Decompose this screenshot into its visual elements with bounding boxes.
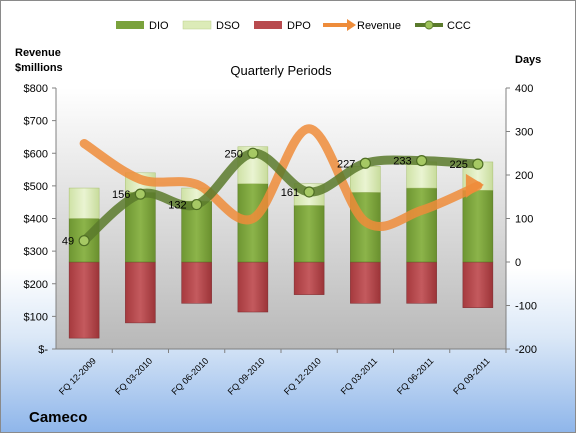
dio-bar — [406, 187, 437, 263]
ccc-data-label: 225 — [450, 159, 468, 171]
x-tick-label: FQ 09-2011 — [451, 356, 492, 397]
right-tick-label: -100 — [515, 301, 537, 313]
left-tick-label: $100 — [24, 311, 48, 323]
legend-dso-swatch — [182, 20, 212, 30]
left-axis-title-line1: Revenue — [15, 47, 61, 59]
x-tick-label: FQ 03-2011 — [339, 356, 380, 397]
ccc-marker — [191, 198, 203, 211]
legend-dio-swatch — [116, 21, 144, 29]
left-tick-label: $700 — [24, 116, 48, 128]
chart-title: Quarterly Periods — [230, 63, 332, 78]
right-tick-label: 300 — [515, 127, 533, 139]
legend-ccc-label: CCC — [447, 20, 471, 32]
right-tick-label: 200 — [515, 170, 533, 182]
ccc-marker — [78, 235, 90, 247]
ccc-data-label: 161 — [281, 187, 299, 199]
dpo-bar — [125, 261, 156, 324]
legend-dso-label: DSO — [216, 20, 240, 32]
dio-bar — [293, 205, 325, 263]
ccc-marker — [472, 158, 484, 170]
dio-bar — [181, 200, 212, 263]
dpo-bar — [462, 261, 494, 308]
ccc-marker — [134, 188, 146, 200]
legend-dio-label: DIO — [149, 20, 169, 32]
legend-dpo-label: DPO — [287, 20, 311, 32]
lines — [78, 124, 484, 247]
legend-ccc-marker — [424, 20, 434, 30]
left-tick-label: $400 — [24, 214, 48, 226]
right-tick-label: -200 — [515, 344, 537, 356]
ccc-data-label: 156 — [112, 189, 130, 201]
left-tick-label: $- — [38, 344, 48, 356]
x-tick-label: FQ 12-2009 — [57, 356, 98, 397]
legend: DIO DSO DPO Revenue CCC — [116, 19, 471, 32]
dso-bar — [68, 187, 100, 219]
left-tick-label: $600 — [24, 148, 48, 160]
dpo-bar — [293, 261, 325, 295]
ccc-data-label: 250 — [225, 148, 243, 160]
left-tick-label: $200 — [24, 279, 48, 291]
ccc-data-label: 132 — [168, 200, 186, 212]
dpo-bar — [181, 261, 212, 304]
right-tick-label: 100 — [515, 214, 533, 226]
x-tick-label: FQ 03-2010 — [113, 356, 154, 397]
left-tick-label: $300 — [24, 246, 48, 258]
ccc-data-label: 233 — [393, 156, 411, 168]
right-axis-title: Days — [515, 54, 541, 66]
dpo-bar — [237, 261, 269, 313]
ccc-marker — [359, 157, 371, 169]
ccc-data-label: 49 — [62, 236, 74, 248]
x-tick-label: FQ 12-2010 — [282, 356, 323, 397]
ccc-marker — [247, 147, 259, 159]
ccc-marker — [303, 186, 315, 198]
ccc-data-label: 227 — [337, 158, 355, 170]
left-tick-label: $800 — [24, 83, 48, 95]
left-tick-label: $500 — [24, 181, 48, 193]
dso-bar — [406, 161, 437, 189]
legend-revenue-label: Revenue — [357, 20, 401, 32]
dpo-bar — [406, 261, 437, 304]
legend-dpo-swatch — [254, 21, 282, 29]
x-tick-label: FQ 06-2011 — [395, 356, 436, 397]
ccc-marker — [416, 155, 428, 167]
legend-revenue-arrowhead — [347, 19, 356, 31]
revenue-line — [79, 124, 483, 231]
plot-area — [56, 88, 506, 349]
dio-bar — [462, 189, 494, 263]
dpo-bar — [68, 261, 100, 339]
revenue-arrowhead — [465, 173, 484, 198]
left-axis-title-line2: $millions — [15, 62, 63, 74]
company-name: Cameco — [29, 409, 87, 426]
data-labels: 49 156 132 250 161 227 233 225 — [62, 148, 468, 247]
dpo-bar — [350, 261, 381, 304]
right-tick-label: 400 — [515, 83, 533, 95]
right-tick-label: 0 — [515, 257, 521, 269]
x-tick-label: FQ 09-2010 — [226, 356, 267, 397]
x-tick-label: FQ 06-2010 — [169, 356, 210, 397]
